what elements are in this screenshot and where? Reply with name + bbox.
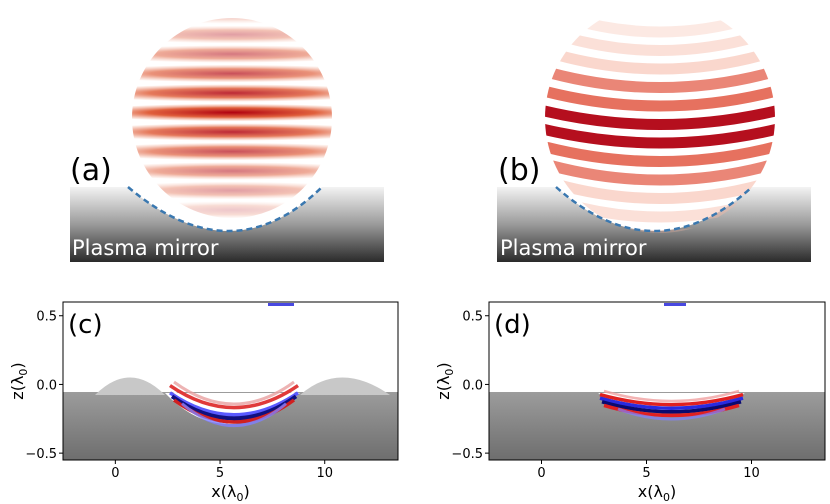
- field-band: [132, 45, 332, 63]
- field-band: [132, 123, 332, 141]
- panel-b: (b) Plasma mirror: [497, 12, 811, 262]
- field-stripe: [169, 384, 299, 410]
- x-tick-label: 0: [111, 466, 119, 481]
- plasma-bump-left-c: [95, 377, 165, 395]
- y-tick-label: 0.0: [462, 378, 483, 393]
- mirror-surface-line-b: [555, 186, 753, 233]
- x-tick-label: 10: [316, 466, 333, 481]
- panel-a: (a) Plasma mirror: [70, 18, 384, 262]
- x-axis-label: x(λ0): [638, 482, 676, 504]
- plot-frame-d: [488, 301, 826, 461]
- field-band: [132, 84, 332, 102]
- field-band: [547, 68, 773, 93]
- field-band: [132, 18, 332, 24]
- field-band: [552, 179, 768, 204]
- field-stripe: [599, 392, 744, 407]
- field-band: [547, 160, 773, 186]
- field-band: [132, 65, 332, 82]
- field-stripe: [169, 388, 299, 413]
- panel-label-c: (c): [68, 310, 103, 340]
- field-band: [132, 162, 332, 180]
- y-axis-label: z(λ0): [434, 362, 456, 399]
- x-tick-label: 0: [537, 466, 545, 481]
- field-band: [132, 143, 332, 160]
- field-band: [132, 26, 332, 43]
- field-band: [557, 31, 763, 56]
- plasma-bump-right-c: [300, 377, 390, 395]
- field-band: [545, 142, 775, 167]
- field-stripe: [617, 407, 726, 421]
- field-stripe: [601, 400, 742, 414]
- panel-c: (c) 0 5 10 0.5 0.0 −0.5 x(λ0) z(λ0): [8, 301, 399, 504]
- reflected-field-d: [599, 389, 744, 421]
- mirror-label-a: Plasma mirror: [72, 236, 219, 260]
- x-tick-label: 10: [743, 466, 760, 481]
- x-axis-label: x(λ0): [211, 482, 249, 504]
- x-tick-label: 5: [216, 466, 224, 481]
- panel-label-b: (b): [498, 153, 540, 188]
- mirror-surface-line-a: [127, 186, 323, 233]
- field-band: [562, 12, 758, 38]
- panel-label-d: (d): [494, 310, 531, 340]
- field-stripe: [181, 402, 287, 428]
- y-axis-label: z(λ0): [8, 362, 30, 399]
- y-tick-label: 0.5: [462, 310, 483, 325]
- top-blue-spot-c: [268, 303, 294, 306]
- field-stripe: [603, 389, 740, 403]
- field-stripe: [173, 380, 295, 406]
- y-tick-label: −0.5: [25, 447, 57, 462]
- top-blue-spot-d: [664, 303, 686, 306]
- panel-d: (d) 0 5 10 0.5 0.0 −0.5 x(λ0) z(λ0): [434, 301, 826, 504]
- x-tick-label: 5: [642, 466, 650, 481]
- y-tick-label: 0.5: [36, 310, 57, 325]
- plot-frame-c: [62, 301, 399, 461]
- panel-label-a: (a): [70, 153, 112, 188]
- reflected-field-c: [169, 380, 299, 428]
- field-band: [552, 49, 768, 75]
- field-stripe: [169, 391, 299, 417]
- field-stripe: [599, 396, 744, 410]
- field-band: [545, 123, 775, 149]
- y-tick-label: −0.5: [451, 447, 483, 462]
- field-band: [545, 105, 775, 130]
- mirror-label-b: Plasma mirror: [500, 236, 647, 260]
- y-tick-label: 0.0: [36, 378, 57, 393]
- field-band: [545, 86, 775, 112]
- field-band: [132, 104, 332, 121]
- laser-field-a: [132, 18, 332, 218]
